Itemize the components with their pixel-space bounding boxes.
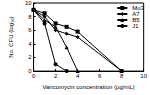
svg-text:8: 8 — [28, 14, 32, 20]
svg-text:A7: A7 — [132, 11, 140, 17]
svg-text:2: 2 — [28, 54, 32, 60]
svg-text:0: 0 — [32, 73, 36, 79]
svg-text:Vancomycin concentration (μg/m: Vancomycin concentration (μg/mL) — [42, 84, 134, 90]
svg-text:4: 4 — [28, 41, 32, 47]
svg-text:No. CFU (log₁₀): No. CFU (log₁₀) — [8, 16, 14, 58]
svg-text:J1: J1 — [132, 23, 139, 29]
svg-text:6: 6 — [28, 27, 32, 33]
svg-text:B5: B5 — [132, 17, 140, 23]
svg-text:8: 8 — [120, 73, 124, 79]
svg-text:4: 4 — [76, 73, 80, 79]
svg-text:6: 6 — [98, 73, 102, 79]
svg-text:0: 0 — [28, 68, 32, 75]
svg-text:2: 2 — [54, 73, 58, 79]
svg-text:Mu3: Mu3 — [132, 5, 144, 11]
svg-text:10: 10 — [140, 73, 147, 79]
svg-text:10: 10 — [25, 0, 32, 6]
